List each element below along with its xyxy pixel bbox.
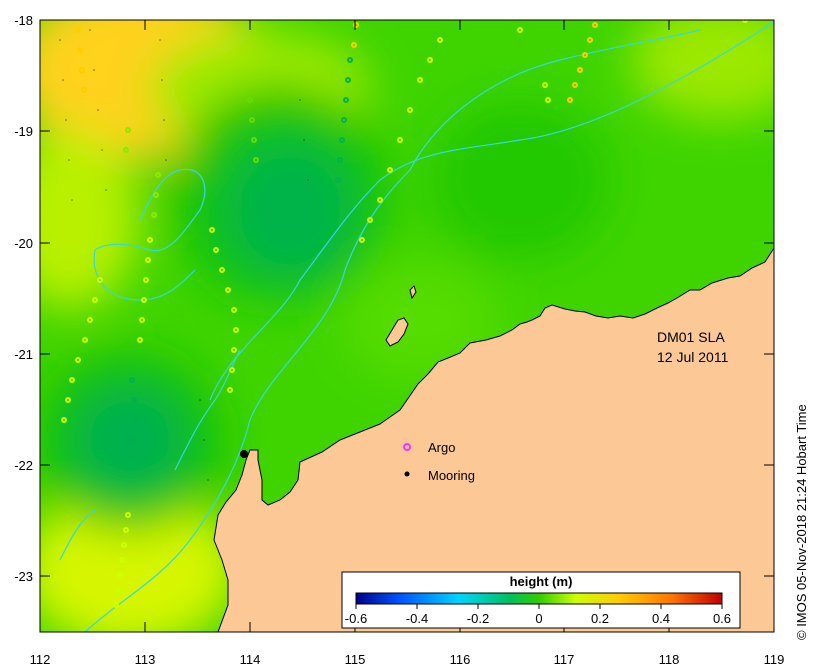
mooring-legend-label: Mooring [428, 468, 475, 483]
colorbar-tick-label: 0 [535, 611, 542, 626]
argo-legend-label: Argo [428, 440, 455, 455]
colorbar: height (m) -0.6 -0.4 -0.2 0 0.2 0.4 0.6 [341, 571, 741, 629]
anomaly-blobs [40, 20, 774, 632]
colorbar-gradient [355, 592, 723, 605]
x-tick-label: 119 [764, 652, 785, 667]
coastline-land [213, 247, 774, 632]
argo-legend-icon [403, 443, 411, 451]
copyright-text: © IMOS 05-Nov-2018 21:24 Hobart Time [794, 404, 809, 640]
y-tick-label: -22 [14, 458, 33, 473]
product-label: DM01 SLA [657, 329, 725, 345]
colorbar-tick-label: 0.6 [713, 611, 731, 626]
mooring-marker[interactable] [240, 450, 248, 458]
x-tick-label: 118 [659, 652, 680, 667]
x-tick-labels: 112 113 114 115 116 117 118 119 [30, 652, 785, 667]
colorbar-title: height (m) [510, 574, 573, 589]
y-tick-label: -19 [14, 124, 33, 139]
marker-legend: Argo Mooring [403, 440, 475, 483]
colorbar-tick-label: -0.4 [406, 611, 428, 626]
x-tick-label: 114 [240, 652, 261, 667]
x-tick-label: 112 [30, 652, 51, 667]
x-tick-label: 115 [345, 652, 366, 667]
x-tick-label: 117 [554, 652, 575, 667]
colorbar-tick-label: 0.2 [591, 611, 609, 626]
date-label: 12 Jul 2011 [657, 349, 729, 365]
colorbar-tick-label: -0.6 [345, 611, 367, 626]
y-tick-label: -21 [14, 347, 33, 362]
mooring-legend-icon [404, 471, 410, 477]
y-tick-label: -23 [14, 569, 33, 584]
track-dots [59, 29, 309, 481]
y-tick-label: -18 [14, 13, 33, 28]
map-field [40, 20, 774, 632]
plot-frame [39, 19, 775, 633]
colorbar-tick-label: 0.4 [652, 611, 670, 626]
x-tick-label: 116 [450, 652, 471, 667]
y-tick-labels: -18 -19 -20 -21 -22 -23 [14, 13, 33, 584]
colorbar-tick-label: -0.2 [467, 611, 489, 626]
x-tick-label: 113 [135, 652, 156, 667]
y-ticks [40, 19, 774, 577]
island-small [409, 285, 417, 300]
island [385, 317, 409, 347]
y-tick-label: -20 [14, 236, 33, 251]
altimeter-tracks [61, 20, 748, 608]
